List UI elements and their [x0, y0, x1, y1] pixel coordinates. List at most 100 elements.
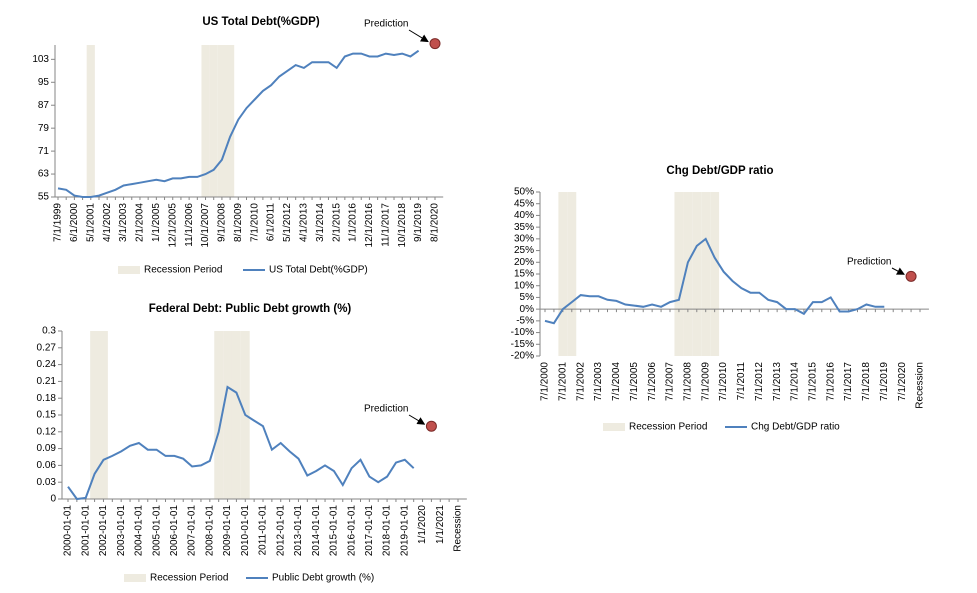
legend-swatch	[124, 574, 146, 582]
recession-bar	[86, 45, 95, 197]
x-tick-label: 12/1/2016	[364, 203, 375, 248]
x-tick-label: 7/1/2016	[825, 362, 836, 401]
x-tick-label: 6/1/2011	[266, 203, 277, 242]
x-tick-label: 7/1/2011	[736, 362, 747, 401]
y-tick-label: -20%	[511, 351, 534, 362]
y-tick-label: 20%	[514, 257, 534, 268]
x-tick-label: 7/1/2017	[843, 362, 854, 401]
series-line	[544, 237, 885, 325]
y-tick-label: 10%	[514, 280, 534, 291]
x-tick-label: 2/1/2015	[331, 203, 342, 242]
recession-bar	[209, 45, 218, 197]
x-tick-label: 2001-01-01	[80, 505, 91, 557]
y-tick-label: 30%	[514, 233, 534, 244]
x-tick-label: 7/1/2018	[861, 362, 872, 401]
x-tick-label: 4/1/2002	[102, 203, 113, 242]
y-tick-label: 15%	[514, 269, 534, 280]
x-tick-label: 2015-01-01	[329, 505, 340, 557]
legend-swatch	[118, 266, 140, 274]
y-tick-label: 0%	[520, 304, 535, 315]
x-tick-label: 5/1/2012	[282, 203, 293, 242]
legend-label: Recession Period	[144, 265, 222, 276]
y-tick-label: 0.27	[37, 342, 57, 353]
x-tick-label: Recession	[453, 505, 464, 552]
prediction-label: Prediction	[364, 404, 408, 415]
x-tick-label: 3/1/2003	[118, 203, 129, 242]
x-tick-label: 2002-01-01	[98, 505, 109, 557]
x-tick-label: 2016-01-01	[346, 505, 357, 557]
legend-swatch	[603, 423, 625, 431]
y-tick-label: 0.06	[37, 460, 57, 471]
x-tick-label: 9/1/2019	[413, 203, 424, 242]
y-tick-label: 71	[38, 146, 50, 157]
y-tick-label: -5%	[516, 315, 534, 326]
x-tick-label: 7/1/2000	[540, 362, 551, 401]
prediction-point	[429, 38, 441, 50]
y-tick-label: 103	[32, 54, 49, 65]
y-tick-label: 0.18	[37, 393, 57, 404]
recession-bar	[710, 192, 720, 356]
legend-label: Recession Period	[150, 573, 228, 584]
prediction-arrow	[408, 29, 429, 43]
x-tick-label: 7/1/2012	[754, 362, 765, 401]
recession-bar	[90, 331, 100, 499]
x-tick-label: 7/1/2019	[879, 362, 890, 401]
y-tick-label: 0.12	[37, 426, 57, 437]
recession-bar	[674, 192, 684, 356]
x-tick-label: 7/1/2014	[790, 362, 801, 401]
x-tick-label: 7/1/2005	[629, 362, 640, 401]
y-tick-label: -15%	[511, 339, 534, 350]
x-tick-label: 6/1/2000	[69, 203, 80, 242]
x-tick-label: 7/1/2010	[249, 203, 260, 242]
y-tick-label: 0.09	[37, 443, 57, 454]
x-tick-label: 7/1/2006	[647, 362, 658, 401]
recession-bar	[201, 45, 210, 197]
y-tick-label: 55	[38, 192, 50, 203]
x-tick-label: 11/1/2006	[184, 203, 195, 247]
recession-bar	[231, 331, 241, 499]
y-tick-label: 0.3	[42, 326, 56, 337]
x-tick-label: 2005-01-01	[151, 505, 162, 557]
x-tick-label: 1/1/2021	[435, 505, 446, 544]
x-tick-label: 3/1/2014	[315, 203, 326, 242]
x-tick-label: 7/1/2001	[557, 362, 568, 401]
y-tick-label: 5%	[520, 292, 535, 303]
x-tick-label: 7/1/2007	[665, 362, 676, 401]
x-tick-label: 2007-01-01	[187, 505, 198, 557]
x-tick-label: 2019-01-01	[399, 505, 410, 557]
y-tick-label: 0.03	[37, 477, 57, 488]
y-tick-label: 95	[38, 77, 50, 88]
chart-title: Federal Debt: Public Debt growth (%)	[149, 303, 352, 315]
x-tick-label: 2000-01-01	[63, 505, 74, 557]
y-tick-label: 35%	[514, 222, 534, 233]
x-tick-label: 1/1/2016	[348, 203, 359, 242]
x-tick-label: 2006-01-01	[169, 505, 180, 557]
x-tick-label: 7/1/2003	[593, 362, 604, 401]
recession-bar	[692, 192, 702, 356]
recession-bar	[214, 331, 224, 499]
x-tick-label: 11/1/2017	[380, 203, 391, 247]
recession-bar	[217, 45, 227, 197]
prediction-arrow	[891, 267, 905, 275]
prediction-label: Prediction	[847, 257, 891, 268]
x-tick-label: 8/1/2020	[430, 203, 441, 242]
x-tick-label: 2003-01-01	[116, 505, 127, 557]
x-tick-label: 2009-01-01	[222, 505, 233, 557]
legend-label: Recession Period	[629, 422, 707, 433]
y-tick-label: 0	[50, 494, 56, 505]
x-tick-label: 7/1/2009	[700, 362, 711, 401]
x-tick-label: 2/1/2004	[135, 203, 146, 242]
x-tick-label: 8/1/2009	[233, 203, 244, 242]
x-tick-label: 7/1/2015	[807, 362, 818, 401]
prediction-label: Prediction	[364, 19, 408, 30]
series-line	[67, 385, 415, 501]
y-tick-label: 87	[38, 100, 50, 111]
y-tick-label: 0.15	[37, 410, 57, 421]
x-tick-label: 7/1/2004	[611, 362, 622, 401]
prediction-arrow	[408, 414, 426, 425]
chart-title: US Total Debt(%GDP)	[202, 16, 320, 28]
y-tick-label: 63	[38, 169, 50, 180]
prediction-point	[425, 420, 437, 432]
y-tick-label: -10%	[511, 327, 534, 338]
